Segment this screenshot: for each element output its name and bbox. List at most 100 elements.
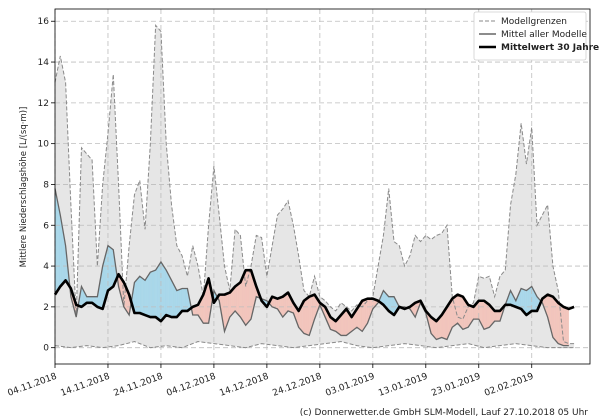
y-tick-label: 8 [43, 180, 49, 190]
drier-area [236, 284, 238, 315]
wetter-area [146, 275, 148, 317]
wetter-area [154, 269, 156, 318]
wetter-area [164, 267, 167, 317]
drier-area [238, 282, 241, 318]
y-tick-label: 16 [38, 17, 50, 27]
drier-area [454, 295, 457, 326]
drier-area [564, 307, 567, 346]
drier-area [446, 304, 449, 340]
drier-area [460, 295, 462, 329]
drier-area [282, 295, 285, 318]
y-tick-label: 4 [43, 262, 49, 272]
drier-area [489, 304, 491, 328]
drier-area [286, 292, 289, 313]
drier-area [309, 295, 311, 336]
drier-area [482, 300, 485, 330]
legend: Modellgrenzen Mittel aller Modelle Mitte… [473, 11, 599, 61]
drier-area [556, 300, 559, 345]
drier-area [432, 317, 434, 337]
mean-models-line [54, 188, 569, 347]
wetter-area [523, 289, 526, 314]
drier-area [465, 300, 467, 329]
wetter-area [142, 278, 144, 315]
mean-30y-line [53, 268, 575, 323]
y-tick-label: 12 [38, 99, 49, 109]
footer-credit: (c) Donnerwetter.de GmbH SLM-Modell, Lau… [300, 408, 589, 418]
drier-area [566, 307, 568, 346]
legend-entry-range: Modellgrenzen [501, 17, 567, 27]
drier-area [229, 290, 232, 318]
drier-area [442, 310, 445, 339]
drier-area [240, 279, 242, 320]
drier-area [462, 296, 465, 330]
drier-area [552, 296, 555, 340]
wetter-area [163, 265, 166, 319]
wetter-area [180, 288, 183, 313]
wetter-area [167, 272, 170, 317]
wetter-area [391, 296, 393, 315]
drier-area [230, 289, 233, 316]
wetter-area [57, 201, 60, 292]
wetter-area [392, 296, 395, 316]
wetter-area [144, 277, 147, 316]
wetter-area [526, 289, 528, 316]
plot-frame [54, 8, 591, 365]
drier-area [362, 300, 364, 332]
wetter-area [527, 288, 530, 315]
drier-area [306, 297, 309, 336]
drier-area [495, 310, 498, 322]
y-tick-label: 10 [38, 140, 50, 150]
drier-area [436, 319, 438, 340]
drier-area [554, 297, 556, 341]
drier-area [344, 308, 347, 336]
drier-area [245, 269, 248, 326]
drier-area [232, 287, 234, 315]
drier-area [461, 295, 464, 330]
drier-area [440, 314, 442, 339]
wetter-area [58, 208, 61, 290]
wetter-area [174, 285, 176, 318]
drier-area [445, 306, 448, 340]
wetter-area [60, 215, 62, 287]
drier-area [464, 298, 466, 330]
drier-area [434, 319, 437, 340]
y-tick-label: 6 [43, 221, 49, 231]
drier-area [342, 311, 344, 336]
drier-area [248, 269, 250, 323]
wetter-area [150, 271, 152, 318]
wetter-area [111, 248, 114, 288]
drier-area [249, 269, 252, 322]
wetter-area [178, 289, 180, 316]
wetter-area [110, 247, 113, 289]
wetter-area [524, 289, 527, 316]
model-upper-line [54, 24, 575, 345]
y-axis-label: Mittlere Niederschlagshöhe [L/(sq·m)] [19, 107, 29, 268]
drier-area [567, 308, 569, 346]
drier-area [285, 293, 287, 315]
drier-area [241, 276, 244, 322]
drier-area [444, 308, 446, 340]
drier-area [303, 299, 306, 335]
drier-area [483, 300, 486, 330]
wetter-area [184, 288, 187, 312]
model-lower-line [54, 341, 575, 349]
wetter-area [528, 287, 531, 314]
drier-area [450, 298, 453, 331]
wetter-area [152, 270, 155, 318]
wetter-area [179, 288, 181, 315]
wetter-area [140, 276, 143, 315]
wetter-area [151, 270, 154, 318]
drier-area [307, 296, 310, 336]
drier-area [433, 318, 436, 339]
wetter-area [166, 270, 168, 316]
drier-area [497, 310, 499, 322]
y-tick-label: 2 [43, 303, 49, 313]
drier-area [485, 301, 487, 330]
y-tick-label: 0 [43, 344, 49, 354]
drier-area [494, 310, 497, 322]
drier-area [283, 294, 286, 316]
wetter-area [143, 279, 146, 316]
drier-area [225, 293, 228, 328]
drier-area [481, 300, 483, 327]
